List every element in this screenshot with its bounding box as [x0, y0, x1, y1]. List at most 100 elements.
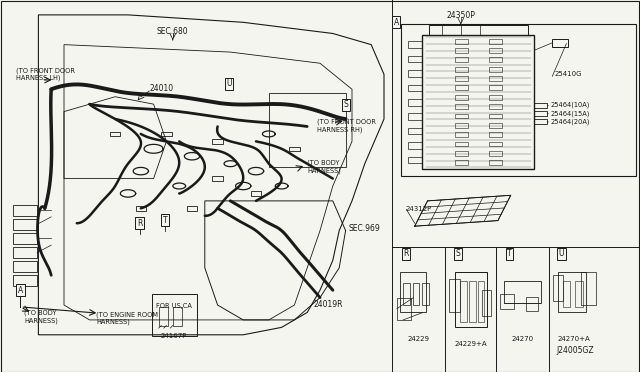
Bar [136, 206, 146, 211]
Text: T: T [163, 216, 168, 225]
Bar [455, 151, 468, 156]
Text: 24010: 24010 [149, 84, 173, 93]
Bar [429, 25, 528, 35]
Bar [455, 86, 468, 90]
Bar [455, 57, 468, 62]
Bar [455, 95, 468, 100]
Text: R: R [137, 219, 142, 228]
Bar [478, 281, 484, 322]
Bar [455, 104, 468, 109]
Bar [489, 39, 502, 44]
Bar [161, 132, 172, 136]
Bar [408, 128, 422, 134]
Bar [552, 39, 568, 47]
Bar [534, 111, 547, 116]
Bar [455, 48, 468, 53]
Text: 24019R: 24019R [314, 300, 343, 309]
Bar [489, 142, 502, 147]
Bar [534, 103, 547, 108]
Bar [558, 272, 586, 312]
Text: T: T [507, 249, 512, 258]
Text: (TO ENGINE ROOM
HARNESS): (TO ENGINE ROOM HARNESS) [96, 311, 158, 325]
Bar [152, 294, 197, 336]
Text: S: S [455, 249, 460, 258]
Bar [455, 113, 468, 118]
Bar [413, 283, 419, 305]
Bar [408, 70, 422, 77]
Bar [460, 281, 467, 322]
Bar [455, 67, 468, 71]
Bar [581, 272, 596, 305]
Bar [13, 205, 37, 216]
Bar [269, 93, 346, 167]
Bar [455, 39, 468, 44]
Bar [489, 113, 502, 118]
Text: 25464(10A): 25464(10A) [550, 102, 590, 108]
Bar [489, 104, 502, 109]
Bar [455, 123, 468, 128]
Bar [13, 261, 37, 272]
Text: 25464(20A): 25464(20A) [550, 119, 590, 125]
Bar [489, 132, 502, 137]
Bar [422, 283, 429, 305]
Text: 24350P: 24350P [446, 11, 476, 20]
Bar [534, 119, 547, 124]
Bar [482, 290, 491, 316]
Text: 24270+A: 24270+A [557, 336, 591, 342]
Text: 24312P: 24312P [406, 206, 432, 212]
Bar [422, 35, 534, 169]
Bar [489, 160, 502, 165]
Text: S: S [343, 100, 348, 109]
Bar [408, 99, 422, 106]
Bar [408, 84, 422, 91]
Bar [110, 132, 120, 136]
Bar [563, 281, 570, 307]
Bar [575, 281, 583, 307]
Bar [212, 139, 223, 144]
Bar [187, 206, 197, 211]
Bar [289, 147, 300, 151]
Text: R: R [403, 249, 408, 258]
Bar [408, 142, 422, 149]
Text: A: A [394, 18, 399, 27]
Bar [397, 298, 411, 320]
Bar [489, 151, 502, 156]
Bar [489, 95, 502, 100]
Bar [455, 160, 468, 165]
Bar [449, 279, 460, 312]
Bar [489, 48, 502, 53]
Bar [455, 272, 487, 327]
Text: U: U [559, 249, 564, 258]
Text: (TO BODY
HARNESS): (TO BODY HARNESS) [24, 310, 58, 324]
Text: SEC.680: SEC.680 [157, 27, 189, 36]
Text: U: U [227, 79, 232, 88]
Bar [173, 307, 182, 326]
Bar [13, 275, 37, 286]
Bar [13, 219, 37, 230]
Bar [403, 283, 410, 305]
Bar [212, 176, 223, 181]
Bar [455, 132, 468, 137]
Bar [489, 67, 502, 71]
Bar [401, 24, 636, 176]
Text: 24270: 24270 [511, 336, 533, 342]
Bar [400, 272, 426, 312]
Bar [455, 76, 468, 81]
Bar [553, 275, 563, 301]
Bar [251, 191, 261, 196]
Bar [489, 57, 502, 62]
Text: FOR US,CA: FOR US,CA [156, 303, 192, 309]
Bar [489, 76, 502, 81]
Text: (TO BODY
HARNESS): (TO BODY HARNESS) [307, 160, 341, 174]
Text: 25410G: 25410G [554, 71, 582, 77]
Bar [408, 41, 422, 48]
Bar [408, 113, 422, 120]
Text: 24167P: 24167P [161, 333, 188, 339]
Bar [489, 123, 502, 128]
Bar [408, 56, 422, 62]
Text: J24005GZ: J24005GZ [557, 346, 595, 355]
Text: SEC.969: SEC.969 [349, 224, 381, 233]
Text: 25464(15A): 25464(15A) [550, 110, 590, 117]
Bar [489, 86, 502, 90]
Bar [526, 297, 538, 311]
